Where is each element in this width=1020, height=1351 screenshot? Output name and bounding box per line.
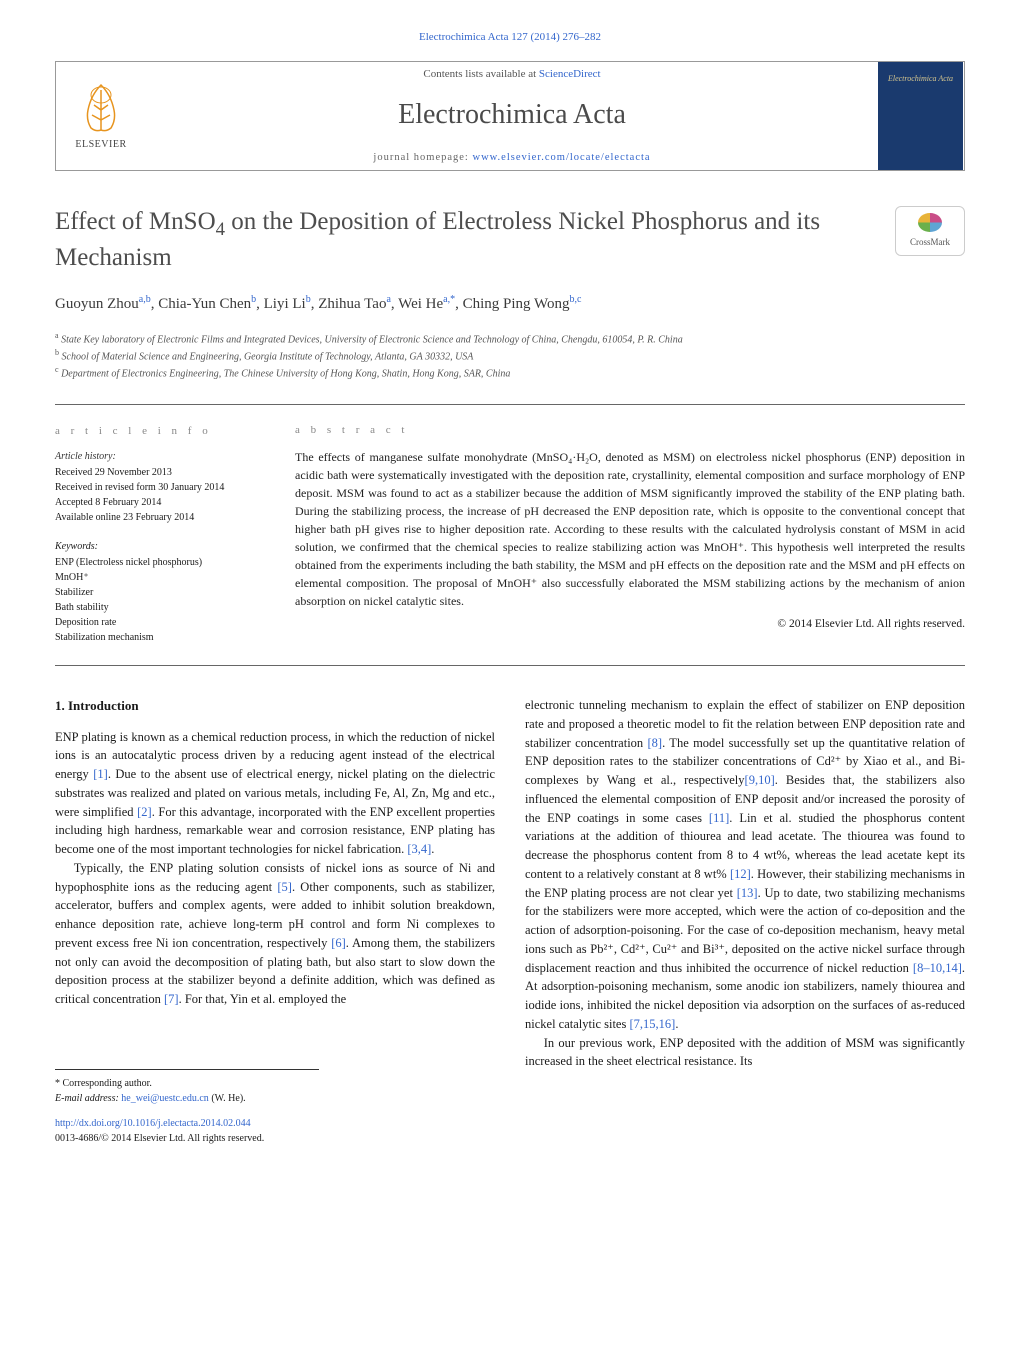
elsevier-tree-icon (76, 80, 126, 135)
abstract-text: The effects of manganese sulfate monohyd… (295, 448, 965, 610)
contents-available: Contents lists available at ScienceDirec… (156, 67, 868, 83)
intro-paragraph: In our previous work, ENP deposited with… (525, 1034, 965, 1072)
author-line: Guoyun Zhoua,b, Chia-Yun Chenb, Liyi Lib… (55, 293, 965, 316)
affiliations: a State Key laboratory of Electronic Fil… (55, 330, 965, 382)
intro-paragraph: electronic tunneling mechanism to explai… (525, 696, 965, 1034)
sciencedirect-link[interactable]: ScienceDirect (539, 68, 601, 80)
article-info-sidebar: a r t i c l e i n f o Article history: R… (55, 423, 265, 646)
journal-header: ELSEVIER Contents lists available at Sci… (55, 61, 965, 171)
column-right: electronic tunneling mechanism to explai… (525, 696, 965, 1146)
abstract-copyright: © 2014 Elsevier Ltd. All rights reserved… (295, 616, 965, 633)
journal-title: Electrochimica Acta (156, 95, 868, 136)
email-link[interactable]: he_wei@uestc.edu.cn (121, 1093, 209, 1104)
intro-paragraph: ENP plating is known as a chemical reduc… (55, 728, 495, 859)
keywords-label: Keywords: (55, 539, 265, 554)
section-heading-intro: 1. Introduction (55, 696, 495, 716)
journal-homepage: journal homepage: www.elsevier.com/locat… (156, 150, 868, 165)
doi-link[interactable]: http://dx.doi.org/10.1016/j.electacta.20… (55, 1118, 251, 1129)
corresponding-footer: * Corresponding author. E-mail address: … (55, 1069, 319, 1146)
corresponding-email: E-mail address: he_wei@uestc.edu.cn (W. … (55, 1091, 319, 1106)
homepage-link[interactable]: www.elsevier.com/locate/electacta (472, 152, 650, 163)
crossmark-badge[interactable]: CrossMark (895, 206, 965, 256)
issn-line: 0013-4686/© 2014 Elsevier Ltd. All right… (55, 1131, 319, 1146)
column-left: 1. Introduction ENP plating is known as … (55, 696, 495, 1146)
abstract-block: a b s t r a c t The effects of manganese… (295, 423, 965, 646)
rule-bottom (55, 665, 965, 666)
publisher-name: ELSEVIER (75, 138, 126, 153)
crossmark-icon (918, 213, 942, 232)
article-info-heading: a r t i c l e i n f o (55, 423, 265, 440)
journal-cover-thumb: Electrochimica Acta (878, 62, 963, 170)
running-head: Electrochimica Acta 127 (2014) 276–282 (55, 30, 965, 46)
publisher-logo: ELSEVIER (56, 62, 146, 170)
crossmark-label: CrossMark (910, 236, 950, 249)
history-label: Article history: (55, 449, 265, 464)
corresponding-label: * Corresponding author. (55, 1076, 319, 1091)
abstract-heading: a b s t r a c t (295, 423, 965, 439)
article-title: Effect of MnSO4 on the Deposition of Ele… (55, 206, 875, 275)
intro-paragraph: Typically, the ENP plating solution cons… (55, 859, 495, 1009)
